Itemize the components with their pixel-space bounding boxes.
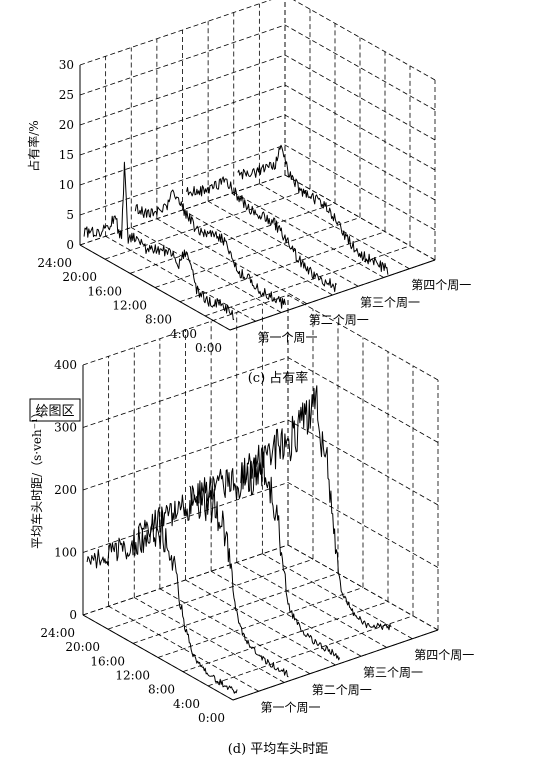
z-gridline: [79, 24, 436, 111]
week-label: 第二个周一: [309, 313, 369, 327]
floor-gridline: [236, 562, 387, 648]
floor-gridline: [287, 544, 439, 631]
time-tick-label: 24:00: [40, 626, 75, 640]
plot-area-label-box: 绘图区: [29, 398, 81, 422]
z-tick-label: 0: [69, 608, 77, 622]
z-tick-label: 10: [59, 178, 74, 192]
floor-gridline: [207, 200, 359, 287]
week-label: 第四个周一: [411, 278, 471, 292]
series-line: [186, 176, 337, 293]
week-label: 第一个周一: [257, 330, 317, 344]
time-axis: [82, 614, 234, 701]
floor-gridline: [104, 188, 311, 260]
time-tick-label: 12:00: [112, 299, 147, 313]
floor-gridline: [210, 570, 362, 657]
time-tick-label: 4:00: [170, 327, 197, 341]
time-tick-label: 12:00: [115, 669, 150, 683]
series-line: [237, 144, 389, 275]
series-line: [83, 161, 235, 320]
floor-gridline: [259, 183, 410, 270]
z-gridline: [79, 84, 436, 171]
z-tick-label: 5: [66, 208, 74, 222]
z-gridline: [79, 54, 436, 141]
occupancy-chart: 051015202530占有率/%0:004:008:0012:0016:002…: [26, 0, 471, 355]
z-tick-label: 20: [59, 118, 74, 132]
z-tick-label: 300: [54, 421, 77, 435]
week-label: 第四个周一: [414, 648, 474, 662]
week-axis: [229, 259, 436, 331]
series-line: [189, 451, 341, 661]
time-tick-label: 20:00: [65, 640, 100, 654]
time-tick-label: 0:00: [198, 711, 225, 725]
floor-gridline: [108, 605, 259, 692]
z-tick-label: 25: [59, 88, 74, 102]
floor-gridline: [233, 192, 384, 278]
floor-gridline: [154, 217, 361, 288]
floor-gridline: [134, 597, 285, 683]
floor-gridline: [159, 588, 311, 675]
time-tick-label: 24:00: [37, 256, 72, 270]
z-gridline: [79, 174, 436, 261]
floor-gridline: [157, 587, 364, 658]
headway-chart: 0100200300400平均车头时距/（s·veh⁻¹）0:004:008:0…: [29, 294, 474, 725]
week-label: 第二个周一: [312, 683, 372, 697]
chart-caption-occupancy: (c) 占有率: [248, 370, 309, 386]
time-tick-label: 16:00: [87, 284, 122, 298]
z-gridline: [79, 0, 436, 81]
z-gridline: [82, 544, 439, 631]
floor-gridline: [107, 558, 314, 630]
series-line: [137, 485, 289, 678]
floor-gridline: [105, 235, 256, 322]
time-tick-label: 0:00: [195, 341, 222, 355]
z-tick-label: 15: [59, 148, 74, 162]
z-gridline: [79, 114, 436, 201]
floor-gridline: [182, 209, 333, 296]
z-axis-label: 占有率/%: [26, 120, 41, 171]
floor-gridline: [156, 218, 308, 305]
time-tick-label: 4:00: [173, 697, 200, 711]
z-tick-label: 100: [54, 546, 77, 560]
time-tick-label: 8:00: [148, 683, 175, 697]
week-label: 第一个周一: [260, 700, 320, 714]
z-axis-label: 平均车头时距/（s·veh⁻¹）: [29, 406, 44, 549]
plot-area-label: 绘图区: [35, 404, 74, 419]
time-tick-label: 8:00: [145, 313, 172, 327]
series-line: [240, 385, 392, 631]
series-line: [134, 189, 286, 309]
week-axis: [232, 629, 439, 701]
floor-gridline: [284, 174, 436, 261]
week-label: 第三个周一: [360, 295, 420, 309]
z-gridline: [79, 144, 436, 231]
time-tick-label: 16:00: [90, 654, 125, 668]
week-label: 第三个周一: [363, 665, 423, 679]
series-line: [86, 512, 238, 694]
chart-caption-headway: (d) 平均车头时距: [228, 741, 329, 757]
z-tick-label: 30: [59, 58, 74, 72]
z-tick-label: 400: [54, 358, 77, 372]
floor-gridline: [185, 579, 336, 666]
z-tick-label: 200: [54, 483, 77, 497]
floor-gridline: [262, 553, 413, 640]
floor-gridline: [131, 227, 282, 313]
time-axis: [79, 244, 231, 331]
z-tick-label: 0: [66, 238, 74, 252]
time-tick-label: 20:00: [62, 270, 97, 284]
